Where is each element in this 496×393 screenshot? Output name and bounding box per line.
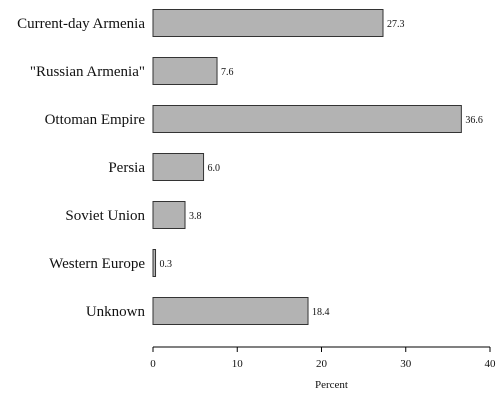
- value-label: 27.3: [387, 19, 405, 30]
- x-tick-label: 30: [400, 358, 412, 370]
- x-tick-label: 20: [316, 358, 328, 370]
- category-label: Unknown: [86, 304, 146, 320]
- bars-group: [152, 9, 462, 325]
- x-tick-label: 0: [150, 358, 156, 370]
- bar: [152, 153, 205, 181]
- category-label: Soviet Union: [65, 208, 145, 224]
- value-label: 0.3: [160, 259, 173, 270]
- value-label: 3.8: [189, 211, 202, 222]
- x-axis-title: Percent: [315, 379, 348, 391]
- category-label: Current-day Armenia: [17, 16, 145, 32]
- bar: [152, 105, 462, 133]
- category-label: Persia: [108, 160, 145, 176]
- bar: [152, 9, 384, 37]
- category-label: "Russian Armenia": [30, 64, 145, 80]
- x-tick-label: 10: [232, 358, 244, 370]
- value-label: 6.0: [208, 163, 221, 174]
- x-axis-ticks: 0 10 20 30 40: [150, 347, 496, 370]
- value-labels: 27.3 7.6 36.6 6.0 3.8 0.3 18.4: [160, 19, 483, 318]
- category-label: Western Europe: [49, 256, 145, 272]
- bar: [152, 201, 186, 229]
- value-label: 36.6: [465, 115, 483, 126]
- bar: [152, 297, 309, 325]
- value-label: 18.4: [312, 307, 330, 318]
- bar: [152, 57, 218, 85]
- category-label: Ottoman Empire: [45, 112, 146, 128]
- bar: [152, 249, 157, 277]
- x-tick-label: 40: [485, 358, 496, 370]
- value-label: 7.6: [221, 67, 234, 78]
- category-labels: Current-day Armenia "Russian Armenia" Otto…: [17, 16, 145, 320]
